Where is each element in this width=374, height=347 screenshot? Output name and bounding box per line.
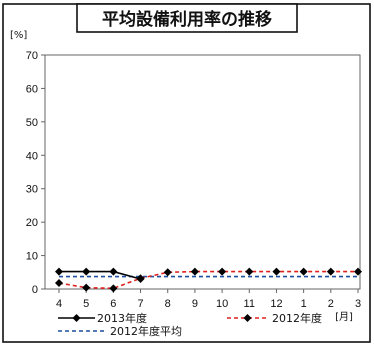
data-point-marker bbox=[55, 278, 63, 287]
data-point-marker bbox=[245, 267, 254, 276]
legend-item-2012: 2012年度 bbox=[227, 311, 322, 325]
legend-item-2013: 2013年度 bbox=[58, 311, 147, 325]
series-line-1 bbox=[58, 270, 358, 290]
series-line-0 bbox=[59, 270, 141, 280]
x-tick-label: 6 bbox=[110, 298, 116, 310]
x-tick-label: 2 bbox=[328, 298, 334, 310]
data-point-marker bbox=[218, 267, 227, 276]
data-point-marker bbox=[82, 267, 91, 276]
data-point-marker bbox=[326, 267, 335, 276]
y-tick-label: 0 bbox=[32, 284, 38, 296]
legend-label-2013: 2013年度 bbox=[97, 311, 147, 325]
data-point-marker bbox=[272, 267, 281, 276]
legend: 2013年度 2012年度 2012年度平均 bbox=[58, 311, 322, 338]
legend-label-2012-average: 2012年度平均 bbox=[110, 324, 182, 338]
y-tick-label: 20 bbox=[26, 217, 38, 229]
data-point-marker bbox=[190, 267, 199, 276]
legend-item-2012-average: 2012年度平均 bbox=[58, 324, 182, 338]
series-group bbox=[55, 267, 362, 293]
x-tick-label: 1 bbox=[301, 298, 307, 310]
x-tick-label: 3 bbox=[355, 298, 361, 310]
x-axis-unit: [月] bbox=[335, 311, 353, 323]
x-tick-label: 10 bbox=[216, 298, 228, 310]
y-tick-label: 60 bbox=[26, 83, 38, 95]
x-axis-ticks: 4 5 6 7 8 9 10 11 12 1 2 3 bbox=[56, 289, 361, 310]
y-axis-ticks: 0 10 20 30 40 50 60 70 bbox=[26, 50, 45, 296]
data-point-marker bbox=[354, 267, 362, 276]
x-tick-label: 9 bbox=[192, 298, 198, 310]
x-tick-label: 8 bbox=[165, 298, 171, 310]
data-point-marker bbox=[55, 267, 63, 276]
y-tick-label: 30 bbox=[26, 184, 38, 196]
chart-title: 平均設備利用率の推移 bbox=[102, 9, 272, 30]
data-point-marker bbox=[299, 267, 308, 276]
legend-label-2012: 2012年度 bbox=[272, 311, 322, 325]
data-point-marker bbox=[109, 267, 118, 276]
y-tick-label: 50 bbox=[26, 117, 38, 129]
plot-area bbox=[44, 54, 361, 290]
data-point-marker bbox=[82, 283, 91, 292]
y-tick-label: 40 bbox=[26, 150, 38, 162]
x-tick-label: 5 bbox=[83, 298, 89, 310]
y-axis-unit: [%] bbox=[10, 30, 27, 41]
x-tick-label: 4 bbox=[56, 298, 62, 310]
data-point-marker bbox=[163, 268, 172, 277]
data-point-marker bbox=[109, 284, 118, 293]
x-tick-label: 7 bbox=[137, 298, 143, 310]
x-tick-label: 12 bbox=[270, 298, 282, 310]
title-box bbox=[76, 3, 298, 33]
data-point-marker bbox=[136, 274, 145, 283]
y-tick-label: 10 bbox=[26, 251, 38, 263]
y-tick-label: 70 bbox=[26, 50, 38, 62]
x-tick-label: 11 bbox=[244, 298, 255, 310]
